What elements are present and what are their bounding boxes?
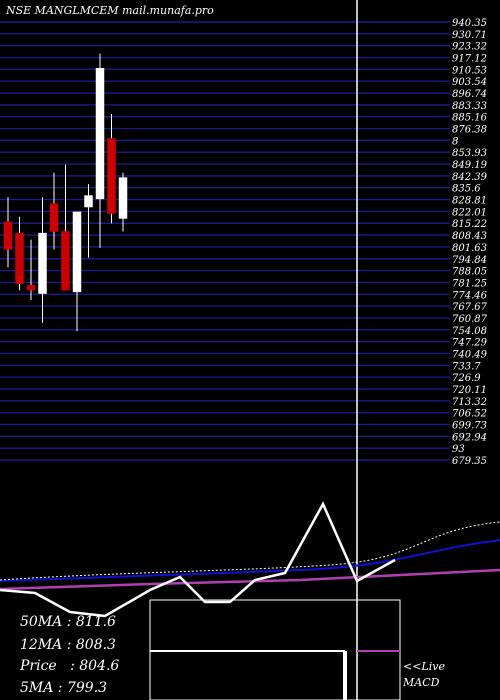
y-tick-label: 853.93 [452, 148, 487, 159]
y-tick-label: 815.22 [452, 219, 487, 230]
y-tick-label: 917.12 [452, 54, 487, 65]
candle-body [118, 177, 128, 219]
y-tick-label: 794.84 [452, 255, 487, 266]
y-tick-label: 699.73 [452, 420, 487, 431]
y-tick-label: 930.71 [452, 30, 487, 41]
candle-body [72, 211, 82, 293]
candle-body [38, 232, 47, 294]
candle-body [15, 232, 24, 284]
y-tick-label: 808.43 [452, 231, 487, 242]
price-label: Price : 804.6 [20, 658, 120, 674]
ma-dotted-line [0, 521, 500, 581]
y-tick-label: 876.38 [452, 125, 487, 136]
candle-body [84, 195, 93, 208]
candles [3, 53, 128, 332]
y-tick-label: 93 [452, 444, 465, 455]
price-line [0, 501, 396, 618]
ma5-label: 5MA : 799.3 [20, 680, 108, 696]
y-tick-label: 849.19 [452, 160, 488, 171]
macd-label: MACD [403, 676, 440, 689]
y-tick-label: 706.52 [452, 409, 487, 420]
y-tick-label: 8 [452, 136, 458, 147]
y-tick-label: 896.74 [452, 89, 487, 100]
ma-magenta-line [0, 568, 500, 591]
y-tick-label: 733.7 [452, 361, 481, 372]
moving-average-panel [0, 501, 500, 700]
y-tick-label: 788.05 [452, 267, 487, 278]
y-tick-label: 885.16 [452, 113, 488, 124]
y-tick-label: 781.25 [452, 278, 487, 289]
y-tick-label: 801.63 [452, 243, 487, 254]
y-tick-label: 760.87 [452, 314, 488, 325]
ma-blue-line [0, 539, 500, 582]
ma50-label: 50MA : 811.6 [20, 614, 116, 630]
y-tick-label: 923.32 [452, 42, 487, 53]
y-tick-label: 692.94 [452, 432, 487, 443]
y-tick-label: 754.08 [452, 326, 487, 337]
price-gridlines [0, 0, 450, 700]
candle-body [49, 203, 59, 232]
y-tick-label: 842.39 [452, 172, 488, 183]
candle-body [95, 68, 105, 200]
y-tick-label: 828.81 [452, 196, 487, 207]
candle-body [107, 138, 116, 214]
y-tick-label: 822.01 [452, 207, 487, 218]
y-tick-label: 774.46 [452, 290, 488, 301]
ma12-label: 12MA : 808.3 [20, 637, 116, 653]
chart-title: NSE MANGLMCEM mail.munafa.pro [5, 4, 214, 17]
y-tick-label: 883.33 [452, 101, 487, 112]
y-tick-label: 720.11 [452, 385, 487, 396]
candle-body [61, 231, 70, 291]
y-tick-label: 740.49 [452, 349, 488, 360]
live-label: <<Live [403, 660, 445, 673]
candle-body [26, 285, 36, 291]
y-tick-label: 747.29 [452, 338, 488, 349]
y-tick-label: 903.54 [452, 77, 487, 88]
y-tick-label: 713.32 [452, 397, 487, 408]
price-axis-ticks: 940.35930.71923.32917.12910.53903.54896.… [452, 18, 488, 467]
y-tick-label: 835.6 [452, 184, 481, 195]
y-tick-label: 910.53 [452, 65, 487, 76]
candle-body [3, 221, 13, 250]
y-tick-label: 940.35 [452, 18, 487, 29]
y-tick-label: 767.67 [452, 302, 488, 313]
y-tick-label: 679.35 [452, 456, 487, 467]
y-tick-label: 726.9 [452, 373, 481, 384]
